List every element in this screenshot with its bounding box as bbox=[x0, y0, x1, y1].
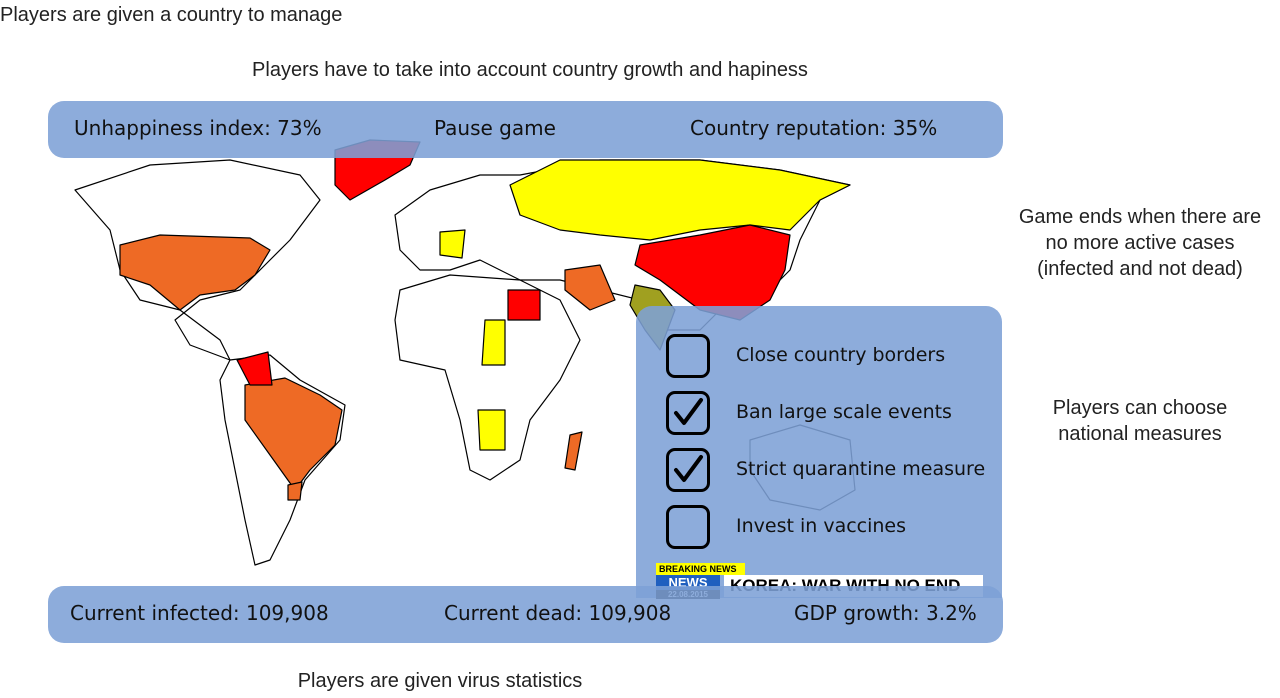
measure-label[interactable]: Invest in vaccines bbox=[736, 515, 907, 537]
unhappiness-index: Unhappiness index: 73% bbox=[74, 116, 322, 140]
uruguay[interactable] bbox=[287, 481, 303, 501]
checkmark-path bbox=[674, 455, 703, 482]
annotation-line: (infected and not dead) bbox=[1037, 258, 1243, 280]
pause-button[interactable]: Pause game bbox=[434, 116, 556, 140]
bottom-bar: Current infected: 109,908 Current dead: … bbox=[48, 586, 1003, 643]
checkmark bbox=[674, 398, 703, 425]
measure-label[interactable]: Ban large scale events bbox=[736, 401, 952, 423]
checkbox[interactable] bbox=[666, 505, 710, 549]
checkbox[interactable] bbox=[666, 391, 710, 435]
measure[interactable]: Ban large scale events bbox=[666, 391, 996, 435]
gdp-growth: GDP growth: 3.2% bbox=[794, 601, 977, 625]
france[interactable] bbox=[439, 229, 466, 259]
annotation: Game ends when there are no more active c… bbox=[1000, 204, 1280, 282]
chad[interactable] bbox=[481, 319, 506, 366]
annotation: Players can choose national measures bbox=[1000, 395, 1280, 447]
egypt[interactable] bbox=[507, 289, 541, 321]
measure-label[interactable]: Strict quarantine measure bbox=[736, 458, 986, 480]
checkbox[interactable] bbox=[666, 448, 710, 492]
measure[interactable]: Strict quarantine measure bbox=[666, 448, 996, 492]
annotation-line: no more active cases bbox=[1045, 232, 1235, 254]
usa[interactable] bbox=[119, 234, 271, 311]
checkmark-path bbox=[674, 398, 703, 425]
top-bar: Unhappiness index: 73% Pause game Countr… bbox=[48, 101, 1003, 158]
madagascar[interactable] bbox=[564, 431, 583, 471]
measure[interactable]: Invest in vaccines bbox=[666, 505, 996, 549]
annotation: Players are given a country to manage bbox=[0, 4, 343, 26]
angola[interactable] bbox=[477, 409, 506, 451]
annotation: Players are given virus statistics bbox=[297, 670, 583, 692]
annotation: Players have to take into account countr… bbox=[252, 59, 808, 81]
africa bbox=[394, 274, 581, 481]
country-reputation: Country reputation: 35% bbox=[690, 116, 938, 140]
venezuela[interactable] bbox=[236, 351, 273, 386]
brazil[interactable] bbox=[244, 377, 343, 491]
current-infected: Current infected: 109,908 bbox=[70, 601, 329, 625]
measure[interactable]: Close country borders bbox=[666, 334, 996, 378]
china[interactable] bbox=[634, 224, 791, 321]
checkbox[interactable] bbox=[666, 334, 710, 378]
annotation-line: national measures bbox=[1058, 423, 1222, 445]
checkmark bbox=[674, 455, 703, 482]
breaking-news-tag: BREAKING NEWS bbox=[656, 563, 745, 575]
iran[interactable] bbox=[564, 264, 616, 311]
measures-panel: Close country borders Ban large scale eve… bbox=[636, 306, 1002, 598]
current-dead: Current dead: 109,908 bbox=[444, 601, 672, 625]
russia[interactable] bbox=[509, 159, 851, 241]
annotation-line: Players can choose bbox=[1052, 397, 1228, 419]
annotation-line: Game ends when there are bbox=[1018, 206, 1262, 228]
measure-label[interactable]: Close country borders bbox=[736, 344, 946, 366]
